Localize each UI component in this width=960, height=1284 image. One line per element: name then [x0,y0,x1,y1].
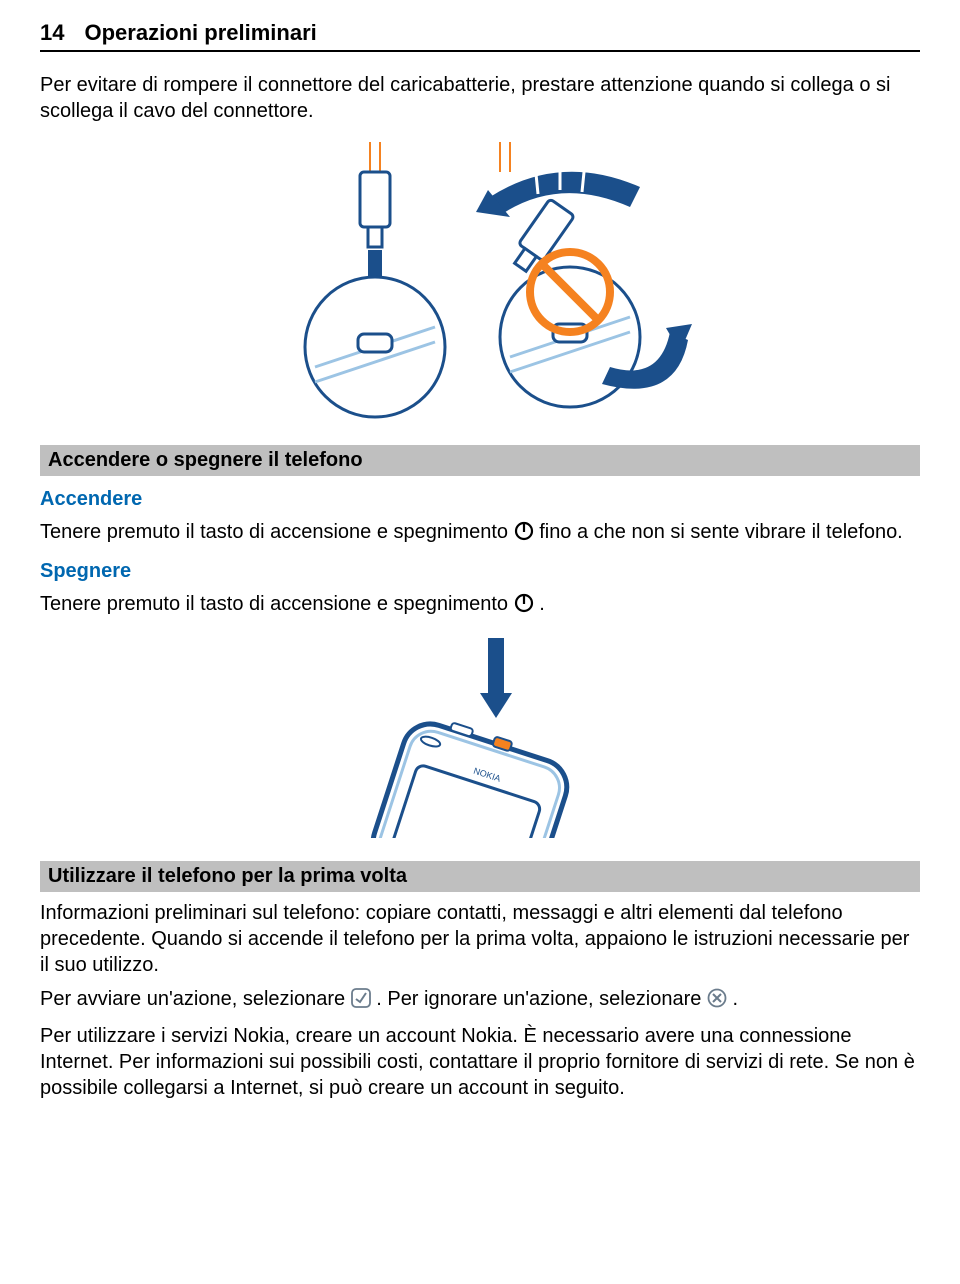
firstuse-p2: Per avviare un'azione, selezionare . Per… [40,986,920,1015]
section-bar-firstuse: Utilizzare il telefono per la prima volt… [40,861,920,892]
firstuse-p1: Informazioni preliminari sul telefono: c… [40,900,920,978]
page-header: 14 Operazioni preliminari [40,20,920,52]
spegnere-text: Tenere premuto il tasto di accensione e … [40,591,920,620]
phone-power-illustration: NOKIA [40,638,920,843]
header-title: Operazioni preliminari [84,20,316,46]
intro-paragraph: Per evitare di rompere il connettore del… [40,72,920,124]
power-icon [514,521,534,548]
spegnere-text-a: Tenere premuto il tasto di accensione e … [40,593,514,615]
p2b: . Per ignorare un'azione, selezionare [376,988,707,1010]
checkmark-icon [351,988,371,1015]
subhead-accendere: Accendere [40,488,920,511]
section-bar-power: Accendere o spegnere il telefono [40,445,920,476]
p2a: Per avviare un'azione, selezionare [40,988,351,1010]
firstuse-p3: Per utilizzare i servizi Nokia, creare u… [40,1023,920,1101]
subhead-spegnere: Spegnere [40,560,920,583]
accendere-text-a: Tenere premuto il tasto di accensione e … [40,521,514,543]
power-icon [514,593,534,620]
close-icon [707,988,727,1015]
charger-illustration [40,142,920,427]
page-number: 14 [40,20,64,46]
spegnere-text-b: . [539,593,545,615]
p2c: . [732,988,738,1010]
accendere-text: Tenere premuto il tasto di accensione e … [40,519,920,548]
accendere-text-b: fino a che non si sente vibrare il telef… [539,521,903,543]
